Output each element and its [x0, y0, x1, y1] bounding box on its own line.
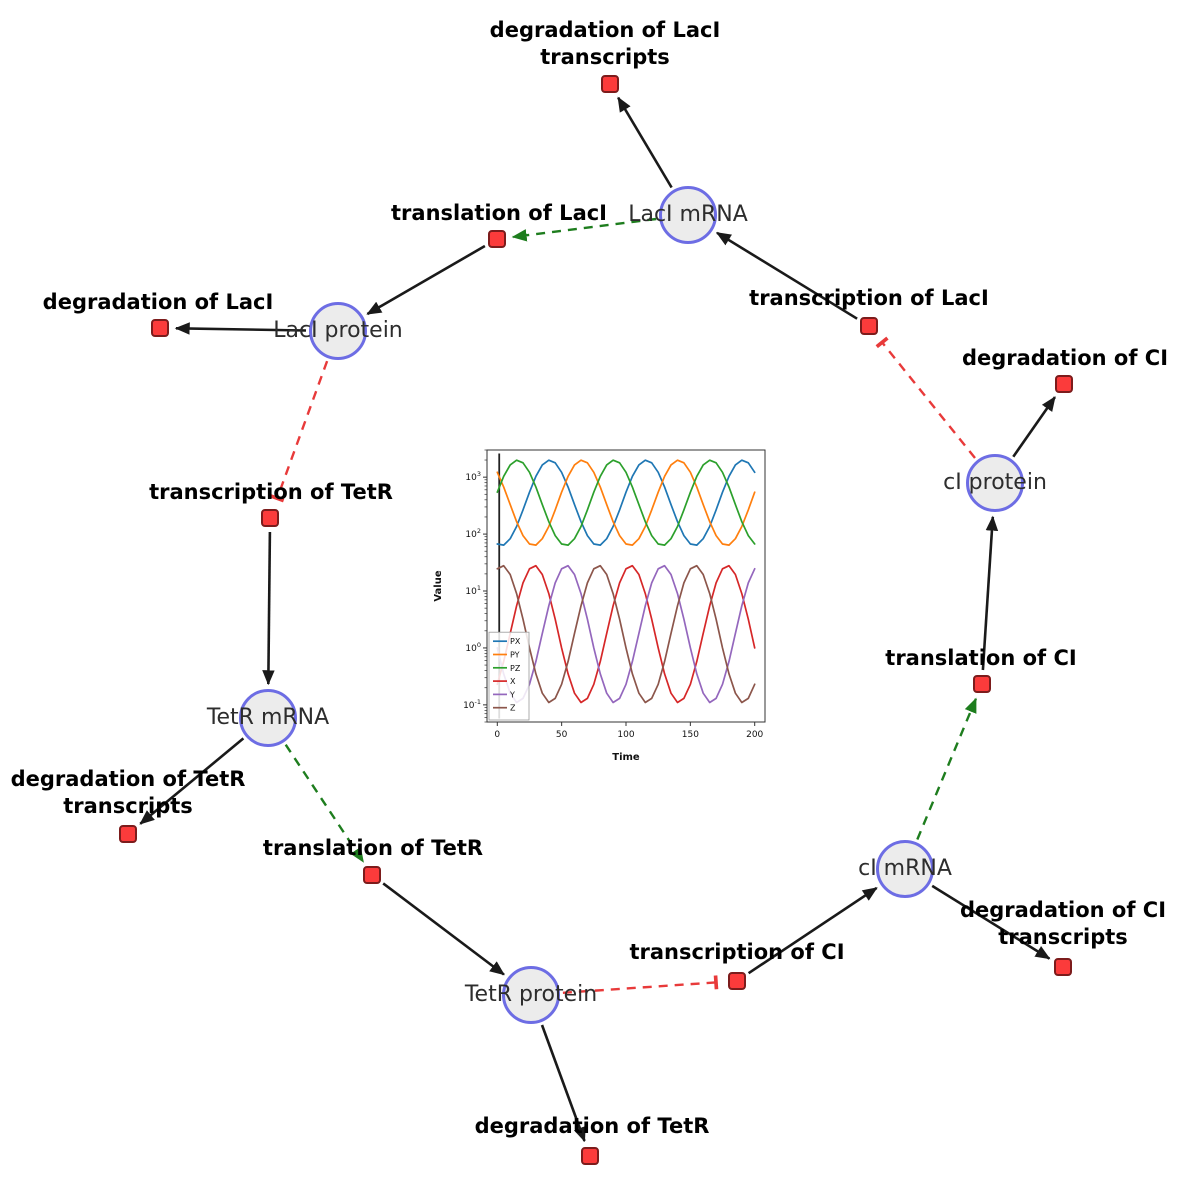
reaction-label-deg_tetr: degradation of TetR	[474, 1113, 710, 1138]
reaction-node-deg_ci[interactable]	[1055, 375, 1073, 393]
species-node-ci_protein[interactable]	[966, 454, 1024, 512]
reaction-label-deg_laci: degradation of LacI	[42, 289, 274, 314]
chart-series-PZ	[496, 459, 756, 546]
reaction-node-deg_laci[interactable]	[151, 319, 169, 337]
edge-consumption-laci_protein-to-deg_laci	[174, 322, 307, 335]
chart-legend	[488, 631, 530, 721]
reaction-label-transc_ci: transcription of CI	[629, 939, 845, 964]
legend-label-PZ: PZ	[510, 664, 521, 673]
timecourse-inset-chart: 10-1 100 101 102 103 0 50 100 150 200 Time Value PX P…	[429, 438, 777, 768]
reaction-node-deg_ci_tx[interactable]	[1054, 958, 1072, 976]
chart-series-X	[496, 564, 756, 704]
x-tick-label: 50	[556, 730, 568, 740]
edge-production-transc_ci-to-ci_mrna	[747, 886, 878, 975]
legend-label-PX: PX	[510, 637, 521, 646]
y-axis-label: Value	[433, 570, 444, 601]
reaction-label-deg_laci_tx: degradation of LacI transcripts	[489, 18, 721, 69]
reaction-node-transc_ci[interactable]	[728, 972, 746, 990]
x-tick-label: 100	[617, 730, 634, 740]
species-node-tetr_mrna[interactable]	[239, 689, 297, 747]
species-node-laci_protein[interactable]	[309, 302, 367, 360]
reaction-label-transc_tetr: transcription of TetR	[149, 479, 393, 504]
edge-production-transl_laci-to-laci_protein	[366, 244, 486, 316]
species-node-tetr_protein[interactable]	[502, 966, 560, 1024]
edge-inhibition-laci_protein-to-transc_tetr	[270, 360, 329, 503]
edge-consumption-laci_mrna-to-deg_laci_tx	[617, 96, 673, 189]
x-axis-label: Time	[612, 752, 640, 763]
species-label-tetr_mrna: TetR mRNA	[206, 705, 330, 730]
chart-series-Y	[496, 564, 756, 704]
y-tick-label: 10-1	[463, 698, 481, 711]
chart-series-PX	[496, 459, 756, 546]
x-tick-label: 0	[494, 730, 500, 740]
x-tick-label: 150	[682, 730, 699, 740]
reaction-node-deg_tetr[interactable]	[581, 1147, 599, 1165]
reaction-label-transl_tetr: translation of TetR	[262, 835, 484, 860]
legend-label-Z: Z	[510, 704, 516, 713]
species-label-ci_mrna: cI mRNA	[858, 856, 952, 881]
reaction-node-transl_ci[interactable]	[973, 675, 991, 693]
species-label-ci_protein: cI protein	[943, 470, 1047, 495]
x-tick-label: 200	[746, 730, 763, 740]
edge-consumption-tetr_mrna-to-deg_tetr_tx	[139, 737, 245, 825]
reaction-node-transc_laci[interactable]	[860, 317, 878, 335]
reaction-label-deg_ci: degradation of CI	[961, 345, 1169, 370]
chart-series-PY	[496, 459, 756, 546]
edge-production-transc_laci-to-laci_mrna	[715, 231, 858, 320]
reaction-label-transl_laci: translation of LacI	[391, 200, 607, 225]
edge-production-transl_tetr-to-tetr_protein	[382, 882, 505, 976]
edge-modifier-laci_mrna-to-transl_laci	[511, 217, 657, 242]
reaction-node-deg_tetr_tx[interactable]	[119, 825, 137, 843]
species-node-laci_mrna[interactable]	[659, 186, 717, 244]
chart-svg: 10-1 100 101 102 103 0 50 100 150 200 Time Value PX P…	[433, 449, 766, 763]
edge-modifier-tetr_mrna-to-transl_tetr	[284, 744, 365, 863]
edge-consumption-tetr_protein-to-deg_tetr	[540, 1024, 586, 1143]
y-tick-label: 103	[465, 470, 481, 483]
reaction-label-deg_tetr_tx: degradation of TetR transcripts	[10, 767, 246, 818]
edge-production-transc_tetr-to-tetr_mrna	[262, 531, 275, 686]
legend-label-PY: PY	[510, 651, 520, 660]
reaction-label-transc_laci: transcription of LacI	[749, 285, 989, 310]
y-tick-label: 100	[465, 641, 481, 654]
legend-label-X: X	[510, 677, 516, 686]
reaction-node-transc_tetr[interactable]	[261, 509, 279, 527]
reaction-node-transl_tetr[interactable]	[363, 866, 381, 884]
edge-production-transl_ci-to-ci_protein	[981, 515, 999, 671]
reaction-label-deg_ci_tx: degradation of CI transcripts	[959, 898, 1167, 949]
species-label-laci_mrna: LacI mRNA	[628, 202, 748, 227]
edge-consumption-ci_protein-to-deg_ci	[1012, 396, 1056, 458]
species-node-ci_mrna[interactable]	[876, 840, 934, 898]
species-label-laci_protein: LacI protein	[273, 318, 403, 343]
edge-modifier-ci_mrna-to-transl_ci	[916, 697, 978, 840]
edge-inhibition-ci_protein-to-transc_laci	[875, 336, 976, 459]
reaction-label-transl_ci: translation of CI	[885, 645, 1077, 670]
chart-series-Z	[496, 564, 756, 704]
edge-consumption-ci_mrna-to-deg_ci_tx	[931, 884, 1051, 960]
reaction-node-transl_laci[interactable]	[488, 230, 506, 248]
legend-label-Y: Y	[509, 690, 515, 699]
y-tick-label: 102	[465, 527, 481, 540]
reaction-node-deg_laci_tx[interactable]	[601, 75, 619, 93]
species-label-tetr_protein: TetR protein	[464, 982, 598, 1007]
y-tick-label: 101	[465, 584, 481, 597]
